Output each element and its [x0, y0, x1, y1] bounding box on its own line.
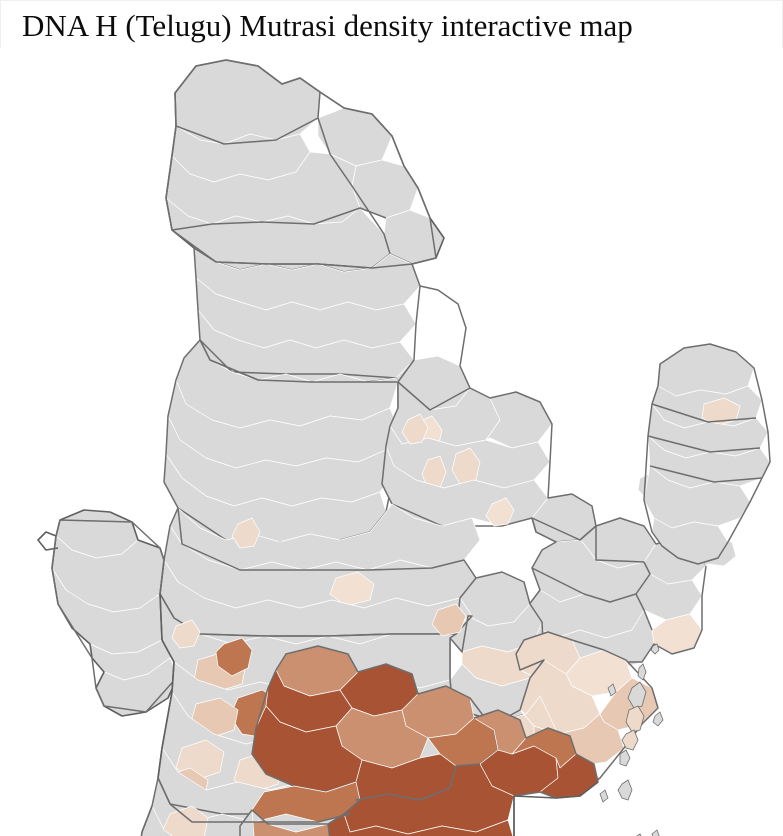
region-rajasthan[interactable]	[163, 339, 399, 543]
page-title: DNA H (Telugu) Mutrasi density interacti…	[22, 8, 633, 43]
region-gujarat[interactable]	[37, 509, 181, 717]
region-andhra-pradesh-hotspot[interactable]	[239, 709, 599, 836]
region-karnataka[interactable]	[138, 777, 351, 836]
scattered-low-density-districts[interactable]	[171, 413, 515, 677]
region-northeast[interactable]	[637, 343, 771, 567]
region-jammu-kashmir-ladakh[interactable]	[165, 59, 445, 273]
region-madhya-pradesh[interactable]	[159, 503, 481, 645]
india-choropleth-map[interactable]	[0, 48, 783, 836]
andaman-nicobar-islands[interactable]	[130, 643, 664, 836]
region-telangana-hotspot[interactable]	[251, 645, 499, 801]
map-svg[interactable]	[0, 48, 783, 836]
